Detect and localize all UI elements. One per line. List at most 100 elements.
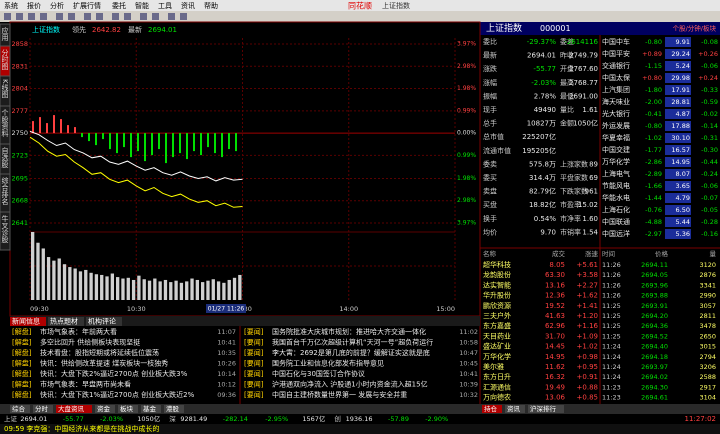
sector-name[interactable]: 中国中车 — [602, 37, 630, 46]
menu-item[interactable]: 工具 — [158, 2, 172, 10]
stock-name[interactable]: 万向德农 — [483, 393, 511, 402]
stock-name[interactable]: 超华科技 — [483, 260, 511, 269]
menu-item[interactable]: 智能 — [135, 1, 149, 10]
icon[interactable] — [140, 13, 147, 20]
side-tab-label[interactable]: 综合排名 — [1, 176, 9, 206]
side-tab-label[interactable]: 牛叉诊股 — [1, 214, 9, 244]
icon[interactable] — [124, 13, 131, 20]
sector-title[interactable]: 个股/分钟/板块 — [673, 24, 717, 33]
sector-name[interactable]: 光大银行 — [602, 109, 630, 118]
side-tab-label[interactable]: 自选股 — [1, 146, 9, 169]
sector-name[interactable]: 万华化学 — [602, 157, 630, 166]
bottom-tab-label[interactable]: 综合 — [12, 404, 26, 413]
side-tab-label[interactable]: 应用 — [1, 26, 9, 42]
bottom-tab[interactable] — [118, 405, 138, 413]
bottom-tab-label[interactable]: 沪深排行 — [530, 404, 557, 413]
menu-item[interactable]: 报价 — [27, 1, 41, 10]
icon[interactable] — [4, 13, 11, 20]
stock-name[interactable]: 鹏欣资源 — [483, 301, 511, 310]
stock-name[interactable]: 三夫户外 — [483, 311, 511, 320]
icon[interactable] — [180, 13, 187, 20]
icon[interactable] — [96, 13, 103, 20]
news-title[interactable]: 市场气象表：年前两大看 — [40, 327, 117, 336]
news-title[interactable]: 中国自主建桥数量世界第一 发展与安全并重 — [272, 390, 407, 399]
bottom-tab-label[interactable]: 资金 — [97, 404, 111, 413]
menu-item[interactable]: 系统 — [4, 1, 18, 10]
bottom-tab[interactable] — [141, 405, 161, 413]
menu-item[interactable]: 帮助 — [204, 1, 218, 10]
sector-name[interactable]: 中国平安 — [602, 49, 630, 58]
stock-name[interactable]: 天目药业 — [483, 331, 511, 340]
menu-item[interactable]: 委托 — [112, 1, 126, 10]
sector-name[interactable]: 中国交建 — [602, 145, 630, 154]
menu-item[interactable]: 资讯 — [181, 1, 195, 10]
side-tab-label[interactable]: K线图 — [1, 79, 9, 99]
bottom-tab-label[interactable]: 基金 — [143, 404, 157, 413]
news-title[interactable]: 中国石化与30国签订合作协议 — [272, 369, 365, 378]
news-tab[interactable] — [86, 317, 122, 326]
stock-name[interactable]: 龙韵股份 — [483, 270, 511, 279]
side-tab-label[interactable]: 个股资料 — [1, 109, 9, 138]
sector-name[interactable]: 节能风电 — [602, 181, 630, 190]
icon[interactable] — [112, 13, 119, 20]
news-title[interactable]: 快讯：大盘下跌2%逼近2700点 创业板大跌3% — [40, 369, 188, 378]
news-title[interactable]: 我国首台千万亿次超级计算机“天河一号”超负荷运行 — [272, 338, 433, 347]
sector-name[interactable]: 上海电气 — [602, 169, 630, 178]
news-title[interactable]: 快讯：大盘下跌1%逼近2700点 创业板大跌近2% — [40, 390, 195, 399]
news-title[interactable]: 多空比回升 供给侧板块表现坚挺 — [40, 338, 140, 347]
sector-name[interactable]: 中国联通 — [602, 217, 630, 226]
bottom-tab-label[interactable]: 分时 — [35, 404, 49, 413]
news-title[interactable]: 国务院工业和信息化部发布指导意见 — [272, 359, 384, 368]
icon[interactable] — [68, 13, 75, 20]
sector-name[interactable]: 中国远洋 — [602, 229, 630, 238]
icon[interactable] — [16, 13, 23, 20]
news-title[interactable]: 李大霄：2692是第几底的前提？缓解证实这就是底 — [272, 348, 430, 357]
side-tab-label[interactable]: 分时图 — [1, 48, 9, 71]
news-title[interactable]: 沪港通双向净流入 沪股通1小时内资金流入超15亿 — [272, 380, 428, 389]
bottom-tab[interactable] — [33, 405, 53, 413]
menu-item[interactable]: 扩展行情 — [73, 1, 101, 10]
bottom-tab[interactable] — [10, 405, 30, 413]
icon[interactable] — [28, 13, 35, 20]
stock-name[interactable]: 万华化学 — [483, 352, 511, 361]
icon[interactable] — [40, 13, 47, 20]
icon[interactable] — [84, 13, 91, 20]
news-tab[interactable] — [48, 317, 84, 326]
sector-name[interactable]: 交通银行 — [602, 61, 630, 70]
stock-name[interactable]: 华升股份 — [483, 291, 511, 300]
bottom-tab-label[interactable]: 港股 — [166, 404, 180, 413]
news-title[interactable]: 技术看盘：股指短期或将延续低位震荡 — [40, 348, 159, 357]
bottom-tab[interactable] — [95, 405, 115, 413]
bottom-tab[interactable] — [528, 405, 564, 413]
news-tab[interactable] — [10, 317, 46, 326]
sector-name[interactable]: 上汽集团 — [602, 85, 630, 94]
news-tab-label[interactable]: 机构评论 — [88, 317, 116, 326]
icon[interactable] — [152, 13, 159, 20]
stock-name[interactable]: 达实智能 — [483, 280, 511, 289]
bottom-tab-label[interactable]: 资讯 — [507, 404, 521, 413]
sector-name[interactable]: 上海石化 — [602, 205, 630, 214]
sector-name[interactable]: 海天味业 — [602, 97, 630, 106]
stock-name[interactable]: 美尔雅 — [483, 362, 504, 371]
stock-name[interactable]: 盛达矿业 — [483, 342, 511, 351]
side-tab[interactable] — [0, 211, 11, 251]
news-title[interactable]: 快讯：供给侧改革提速 煤炭板块一枝独秀 — [40, 359, 168, 368]
sector-name[interactable]: 华夏幸福 — [602, 133, 630, 142]
news-tab-label[interactable]: 新闻信息 — [12, 317, 40, 326]
bottom-tab-label[interactable]: 持仓 — [484, 404, 498, 413]
bottom-tab[interactable] — [482, 405, 502, 413]
sector-name[interactable]: 外运发展 — [602, 121, 630, 130]
sector-name[interactable]: 华能水电 — [602, 193, 630, 202]
bottom-tab-label[interactable]: 板块 — [120, 404, 134, 413]
bottom-tab[interactable] — [56, 405, 92, 413]
news-tab-label[interactable]: 热点题材 — [50, 317, 78, 326]
bottom-tab[interactable] — [164, 405, 184, 413]
icon[interactable] — [168, 13, 175, 20]
news-title[interactable]: 国务院批准大庆城市规划：推进哈大齐交通一体化 — [272, 327, 426, 336]
sector-name[interactable]: 中国太保 — [602, 73, 630, 82]
bottom-tab-label[interactable]: 大盘资讯 — [58, 404, 85, 413]
stock-name[interactable]: 东方日升 — [483, 372, 511, 381]
stock-name[interactable]: 汇源通信 — [483, 382, 511, 391]
menu-item[interactable]: 分析 — [50, 1, 64, 10]
news-title[interactable]: 市场气象表：早盘两市尚未看 — [40, 380, 131, 389]
